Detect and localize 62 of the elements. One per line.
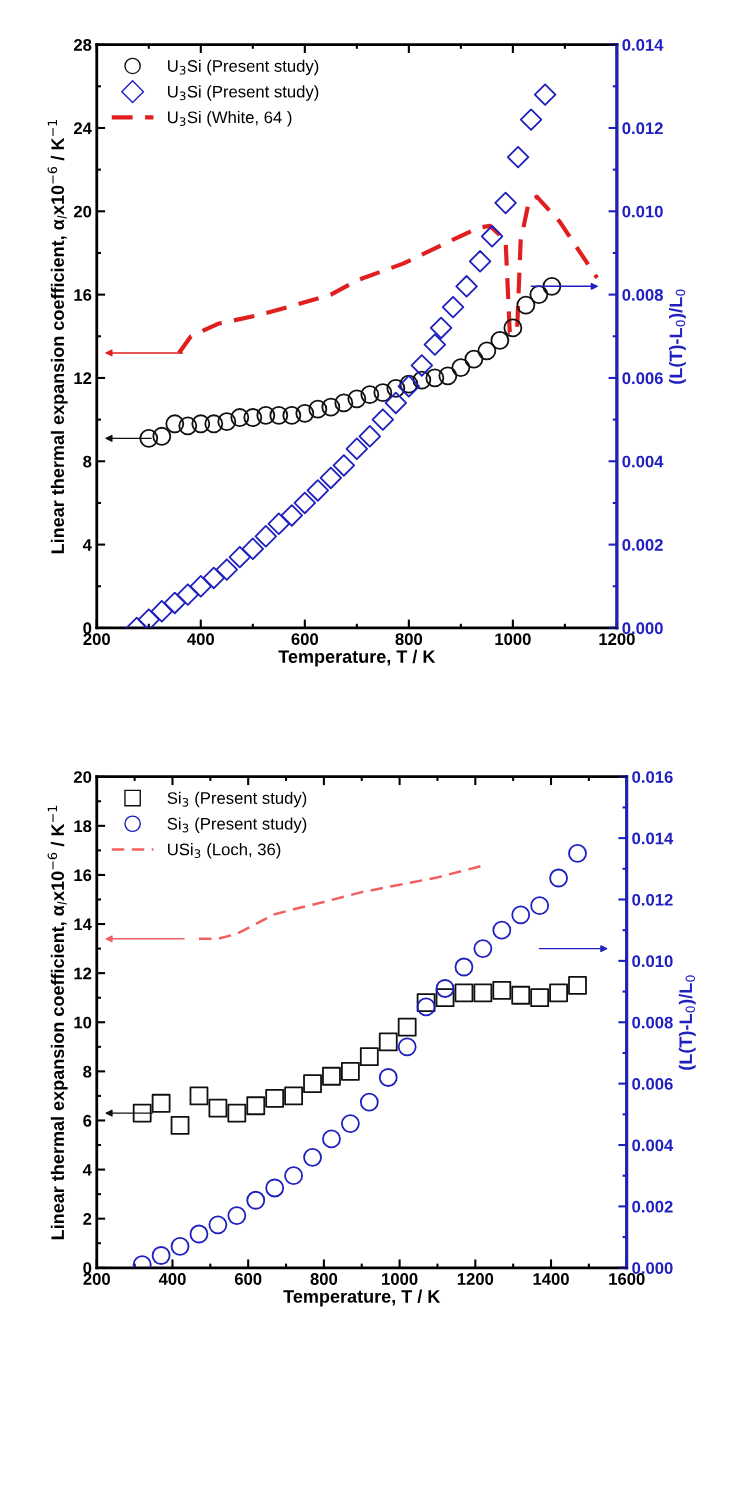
legend-label: U$_{3}$Si (White, 64 ) bbox=[168, 110, 292, 127]
legend-label: U$_{3}$Si (Present study) bbox=[168, 85, 319, 101]
x-tick-label: 400 bbox=[187, 633, 215, 646]
y-tick-label: 16 bbox=[74, 289, 92, 301]
y-tick-label: 8 bbox=[83, 455, 92, 468]
y2-tick-label: 0.016 bbox=[632, 771, 673, 783]
y-tick-label: 12 bbox=[74, 372, 92, 384]
y-tick-label: 18 bbox=[74, 820, 92, 833]
y-tick-label: 8 bbox=[83, 1065, 92, 1078]
y-tick-label: 4 bbox=[82, 539, 92, 551]
y-tick-label: 10 bbox=[74, 1016, 92, 1029]
y2-tick-label: 0.000 bbox=[632, 1262, 673, 1274]
y2-tick-label: 0.004 bbox=[632, 1139, 674, 1152]
y2-tick-label: 0.012 bbox=[632, 893, 673, 906]
x-tick-label: 800 bbox=[395, 633, 423, 646]
x-tick-label: 400 bbox=[158, 1273, 186, 1285]
x-tick-label: 200 bbox=[83, 633, 110, 646]
legend-label: U$_{3}$Si (Present study) bbox=[168, 59, 319, 76]
x-axis-title: Temperature, T / K bbox=[283, 1289, 441, 1307]
y2-tick-label: 0.000 bbox=[622, 622, 663, 635]
y2-tick-label: 0.008 bbox=[622, 289, 663, 301]
y2-tick-label: 0.014 bbox=[622, 39, 664, 51]
x-tick-label: 1200 bbox=[457, 1273, 494, 1285]
y2-axis-title: (L(T)-L$_{0}$)/L$_{0}$ bbox=[678, 975, 696, 1070]
y-axis-title: Linear thermal expansion coefficient, α$_{l}$x10$^{−6}$ / K$^{−1}$ bbox=[47, 805, 68, 1240]
y-tick-label: 2 bbox=[83, 1213, 92, 1225]
y-tick-label: 24 bbox=[73, 122, 92, 135]
y-tick-label: 4 bbox=[82, 1164, 92, 1176]
y-tick-label: 12 bbox=[74, 967, 92, 980]
y2-tick-label: 0.004 bbox=[622, 455, 664, 468]
y2-tick-label: 0.010 bbox=[632, 955, 673, 968]
y-tick-label: 20 bbox=[73, 771, 92, 783]
y2-tick-label: 0.012 bbox=[622, 122, 663, 135]
y-tick-label: 20 bbox=[73, 205, 92, 218]
x-tick-label: 1200 bbox=[599, 633, 635, 646]
legend-label: Si$_{3}$ (Present study) bbox=[167, 791, 307, 808]
y2-tick-label: 0.002 bbox=[622, 539, 663, 551]
x-tick-label: 600 bbox=[234, 1273, 262, 1285]
x-tick-label: 600 bbox=[291, 633, 319, 646]
x-tick-label: 800 bbox=[310, 1273, 338, 1285]
x-tick-label: 1600 bbox=[609, 1273, 645, 1285]
y2-tick-label: 0.014 bbox=[632, 832, 674, 845]
x-axis-title: Temperature, T / K bbox=[278, 649, 436, 667]
y2-tick-label: 0.008 bbox=[632, 1016, 673, 1029]
y-tick-label: 28 bbox=[73, 39, 92, 51]
y-axis-title: Linear thermal expansion coefficient, α$_{l}$x10$^{−6}$ / K$^{−1}$ bbox=[47, 119, 68, 554]
y-tick-label: 6 bbox=[83, 1114, 92, 1127]
x-tick-label: 200 bbox=[83, 1273, 110, 1285]
x-tick-label: 1000 bbox=[382, 1273, 418, 1285]
y-tick-label: 16 bbox=[74, 869, 92, 882]
y2-tick-label: 0.002 bbox=[632, 1200, 673, 1213]
y2-tick-label: 0.006 bbox=[632, 1078, 673, 1090]
x-tick-label: 1000 bbox=[495, 633, 531, 646]
y2-tick-label: 0.010 bbox=[622, 205, 663, 218]
y2-tick-label: 0.006 bbox=[622, 372, 663, 385]
y-tick-label: 0 bbox=[83, 1262, 92, 1274]
y-tick-label: 0 bbox=[83, 622, 92, 635]
y-tick-label: 14 bbox=[74, 918, 92, 931]
x-tick-label: 1400 bbox=[533, 1273, 569, 1285]
y2-axis-title: (L(T)-L$_{0}$)/L$_{0}$ bbox=[669, 289, 686, 384]
legend-label: Si$_{3}$ (Present study) bbox=[167, 817, 307, 833]
legend-label: USi$_{3}$ (Loch, 36) bbox=[168, 843, 281, 859]
